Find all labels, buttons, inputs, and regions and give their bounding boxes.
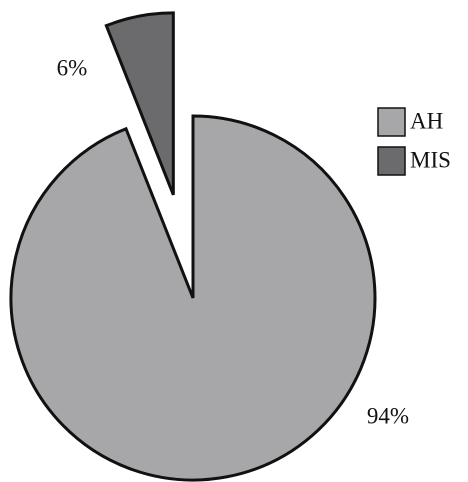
legend-swatch [377,107,406,137]
legend-label: AH [410,108,443,133]
pie-slice [9,114,377,482]
pie-slice [104,11,175,196]
value-label: 94% [367,403,409,428]
legend-swatch [377,146,406,176]
value-label: 6% [57,55,88,80]
legend-label: MIS [410,147,451,172]
